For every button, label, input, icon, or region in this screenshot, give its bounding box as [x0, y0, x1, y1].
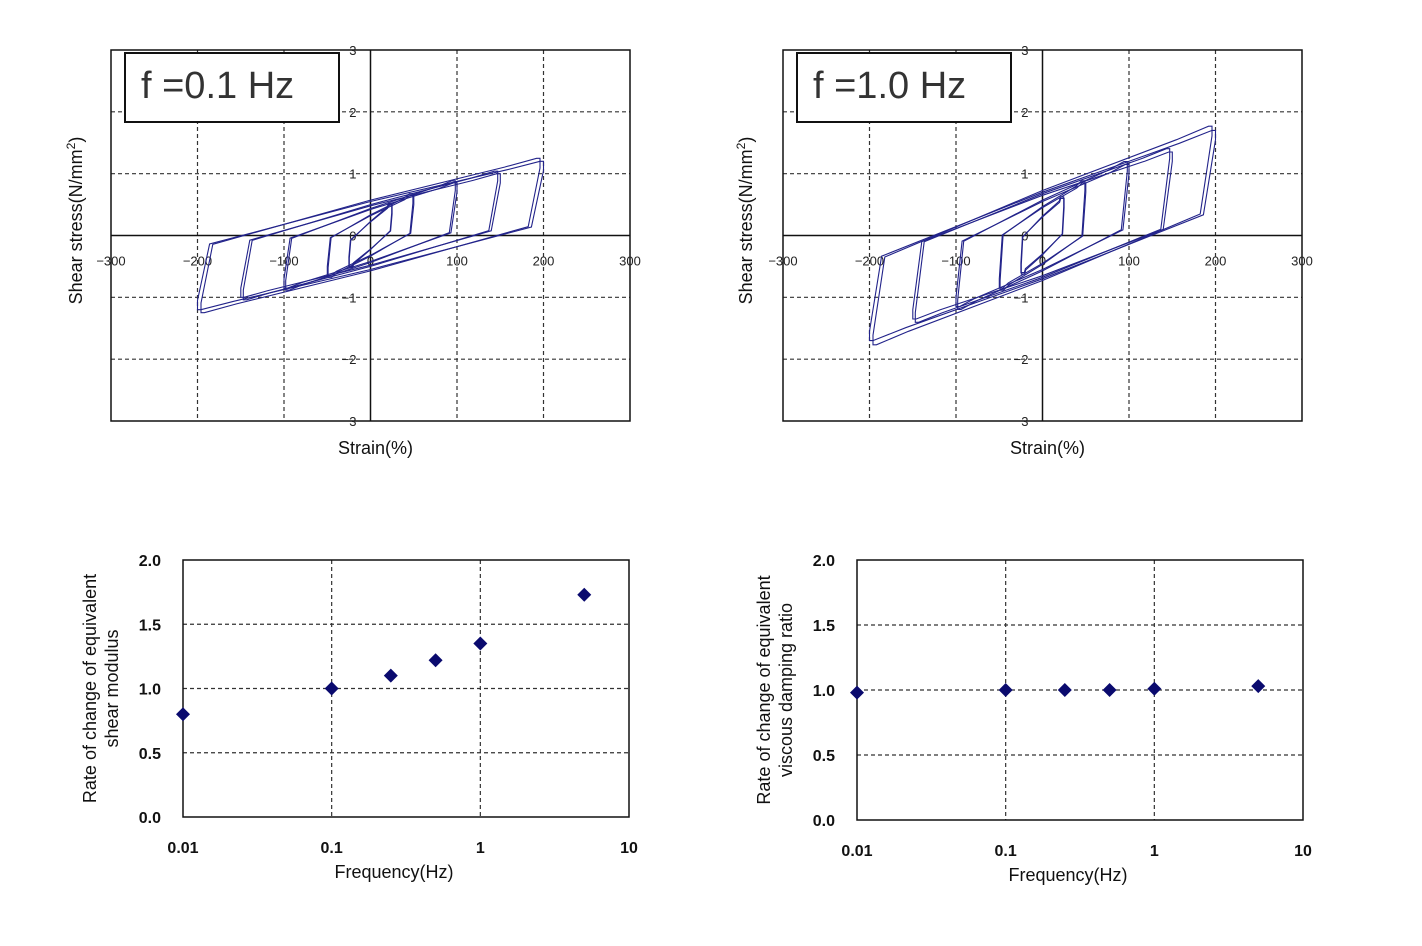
- hysteresis-loop-cycle: [999, 180, 1086, 291]
- y-axis-title-line2: viscous damping ratio: [776, 603, 796, 777]
- y-tick-label: 2.0: [813, 553, 835, 570]
- frequency-badge-text: f =0.1 Hz: [141, 65, 294, 107]
- y-tick-label: 0: [349, 229, 356, 244]
- x-tick-label: 100: [1118, 254, 1140, 269]
- y-tick-label: 1.0: [139, 682, 161, 699]
- y-axis-title-line1: Rate of change of equivalent: [80, 574, 100, 803]
- y-axis-title: Shear stress(N/mm2): [734, 137, 756, 305]
- data-point: [428, 653, 443, 668]
- data-point: [1057, 683, 1072, 697]
- shear-modulus-plot: 0.01 0.1 1 10 2.0 1.5 1.0 0.5 0.0 Frequency(Hz) Ra…: [80, 553, 638, 882]
- y-tick-label: 0: [1021, 229, 1028, 244]
- y-tick-label: 0.5: [139, 746, 161, 763]
- y-tick-label: 0.0: [139, 810, 161, 827]
- hysteresis-plot-1.0hz: −300 −200 −100 0 100 200 300 3 2 1 0 −1 −2 3 f =1.0 Hz…: [734, 43, 1313, 458]
- y-tick-label: 0.5: [813, 748, 835, 765]
- x-tick-label: 1: [476, 840, 485, 857]
- y-tick-label: 3: [1021, 414, 1028, 429]
- y-tick-label: 1: [349, 167, 356, 182]
- y-axis-title-line1: Rate of change of equivalent: [754, 575, 774, 804]
- hysteresis-loop-cycle: [200, 157, 541, 314]
- x-axis-title: Strain(%): [1010, 438, 1085, 458]
- hysteresis-loop-cycle: [327, 193, 414, 278]
- hysteresis-chart-0.1hz: −300 −200 −100 0 100 200 300 3 2 1 0 −1 −2 3 f =0.1 Hz…: [0, 0, 711, 470]
- y-tick-label: −2: [342, 352, 357, 367]
- y-tick-label: 1.5: [139, 617, 161, 634]
- hysteresis-loop-cycle: [1020, 196, 1065, 275]
- y-axis-title-line2: shear modulus: [102, 629, 122, 747]
- x-tick-label: 200: [533, 254, 555, 269]
- x-tick-label: −300: [96, 254, 125, 269]
- shear-modulus-chart: 0.01 0.1 1 10 2.0 1.5 1.0 0.5 0.0 Frequency(Hz) Ra…: [80, 553, 638, 882]
- x-axis-title: Frequency(Hz): [334, 862, 453, 882]
- hysteresis-loop: [912, 151, 1173, 320]
- x-tick-label: 0.1: [321, 840, 343, 857]
- data-point: [1251, 679, 1266, 694]
- x-tick-label: −300: [768, 254, 797, 269]
- data-point: [473, 636, 488, 651]
- x-tick-label: 0.01: [841, 843, 872, 860]
- x-tick-label: 100: [446, 254, 468, 269]
- y-tick-label: 2.0: [139, 553, 161, 570]
- data-point: [324, 681, 339, 696]
- x-tick-label: 0.01: [167, 840, 198, 857]
- frequency-badge: [796, 52, 1012, 123]
- x-axis-title: Strain(%): [338, 438, 413, 458]
- hysteresis-loop: [868, 129, 1217, 342]
- y-tick-label: 3: [349, 414, 356, 429]
- data-point: [176, 707, 190, 722]
- hysteresis-loop: [955, 163, 1130, 308]
- y-axis-title: Shear stress(N/mm2): [64, 137, 86, 305]
- x-tick-label: −100: [941, 254, 970, 269]
- data-point: [383, 668, 398, 683]
- hysteresis-loop-cycle: [914, 148, 1171, 323]
- hysteresis-loop: [326, 194, 415, 277]
- y-tick-label: 2: [1021, 105, 1028, 120]
- data-point: [998, 683, 1013, 697]
- y-tick-label: 1.5: [813, 618, 835, 635]
- x-tick-label: 200: [1205, 254, 1227, 269]
- x-tick-label: 300: [619, 254, 641, 269]
- y-tick-label: −1: [1014, 290, 1029, 305]
- hysteresis-loop: [998, 182, 1087, 289]
- frequency-badge-text: f =1.0 Hz: [813, 65, 966, 107]
- hysteresis-loop-cycle: [957, 160, 1128, 311]
- plot-frame: [182, 559, 630, 818]
- data-point: [850, 685, 864, 700]
- hysteresis-loop: [196, 160, 545, 311]
- x-axis-title: Frequency(Hz): [1008, 865, 1127, 885]
- x-tick-label: 10: [620, 840, 638, 857]
- y-tick-label: 1.0: [813, 683, 835, 700]
- x-tick-label: 0.1: [995, 843, 1017, 860]
- hysteresis-loop-cycle: [285, 180, 456, 291]
- x-tick-label: 0: [1039, 254, 1046, 269]
- y-tick-label: 1: [1021, 167, 1028, 182]
- x-tick-label: −200: [855, 254, 884, 269]
- data-point: [1102, 683, 1117, 697]
- y-tick-label: 2: [349, 105, 356, 120]
- x-tick-label: 300: [1291, 254, 1313, 269]
- hysteresis-loop: [283, 182, 458, 289]
- y-tick-label: 0.0: [813, 813, 835, 830]
- x-tick-label: −100: [269, 254, 298, 269]
- hysteresis-chart-1.0hz: −300 −200 −100 0 100 200 300 3 2 1 0 −1 −2 3 f =1.0 Hz…: [0, 0, 1422, 470]
- data-point: [577, 587, 592, 602]
- x-tick-label: 10: [1294, 843, 1312, 860]
- hysteresis-loop: [240, 173, 501, 298]
- hysteresis-loop-cycle: [872, 125, 1213, 346]
- frequency-badge: [124, 52, 340, 123]
- hysteresis-loop-cycle: [348, 202, 393, 269]
- y-tick-label: −2: [1014, 352, 1029, 367]
- y-tick-label: 3: [1021, 43, 1028, 58]
- hysteresis-loop-cycle: [242, 170, 499, 301]
- data-point: [1147, 681, 1162, 696]
- x-tick-label: 1: [1150, 843, 1159, 860]
- y-tick-label: 3: [349, 43, 356, 58]
- y-tick-label: −1: [342, 290, 357, 305]
